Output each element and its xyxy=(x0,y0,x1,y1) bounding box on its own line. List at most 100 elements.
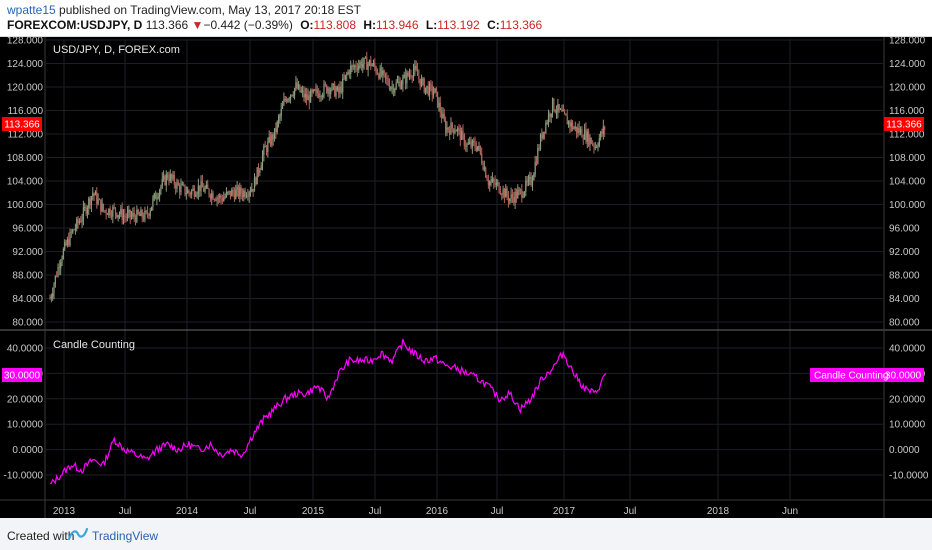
price-candle-body xyxy=(231,189,233,197)
price-candle-body xyxy=(571,122,574,130)
price-candle-body xyxy=(537,148,539,164)
created-with-text: Created with xyxy=(7,529,75,543)
price-candle-body xyxy=(502,189,504,195)
price-candle-body xyxy=(189,193,191,195)
price-candle-body xyxy=(205,184,207,189)
time-tick-label: 2014 xyxy=(176,506,199,517)
price-candle-body xyxy=(122,215,125,220)
price-candle-body xyxy=(100,199,102,212)
price-candle-body xyxy=(283,99,285,106)
price-candle-body xyxy=(261,155,264,166)
price-candle-body xyxy=(142,217,145,220)
price-candle-body xyxy=(419,78,421,86)
price-candle-body xyxy=(249,191,252,193)
price-candle-body xyxy=(191,190,193,195)
price-candle-body xyxy=(561,109,563,112)
price-candle-body xyxy=(422,78,424,80)
price-candle-body xyxy=(113,207,115,209)
high-label: H: xyxy=(363,18,377,32)
price-candle-body xyxy=(66,239,68,246)
publish-line: wpatte15 published on TradingView.com, M… xyxy=(7,3,361,17)
price-candle-body xyxy=(80,221,82,223)
candle-counting-line[interactable] xyxy=(49,338,607,485)
price-candle-body xyxy=(527,178,530,183)
price-candle-body xyxy=(293,88,296,96)
price-axis-right[interactable]: 80.000 84.000 88.000 92.000 96.000 100.000 104… xyxy=(889,37,926,329)
time-tick-label: 2016 xyxy=(426,506,449,517)
price-candle-body xyxy=(81,219,83,222)
price-candle-body xyxy=(64,242,66,250)
price-candle-body xyxy=(277,118,280,122)
price-candle-body xyxy=(399,81,401,89)
chart-area[interactable]: 80.000 84.000 88.000 92.000 96.000 100.000 104… xyxy=(0,37,932,518)
indicator-pane-legend[interactable]: Candle Counting xyxy=(53,339,135,351)
price-candle-body xyxy=(344,74,346,79)
price-tick-left: 96.000 xyxy=(12,224,43,235)
time-tick-label: 2015 xyxy=(302,506,325,517)
price-candle-body xyxy=(232,189,234,193)
price-candle-body xyxy=(596,146,598,148)
price-candle-body xyxy=(551,98,554,114)
price-candles[interactable] xyxy=(49,51,606,303)
price-pane-legend[interactable]: USD/JPY, D, FOREX.com xyxy=(53,44,180,56)
price-candle-body xyxy=(601,131,603,135)
price-candle-body xyxy=(257,167,260,173)
price-candle-body xyxy=(431,85,433,95)
price-candle-body xyxy=(50,296,52,299)
price-candle-body xyxy=(458,128,460,129)
price-tick-left: 120.000 xyxy=(7,83,44,94)
price-candle-body xyxy=(346,74,348,76)
tradingview-brand-link[interactable]: TradingView xyxy=(92,529,159,543)
price-candle-body xyxy=(368,60,371,64)
time-tick-label: Jul xyxy=(624,506,637,517)
author-link[interactable]: wpatte15 xyxy=(7,3,56,17)
price-candle-body xyxy=(509,198,511,202)
price-candle-body xyxy=(449,129,451,135)
price-candle-body xyxy=(52,293,54,297)
price-candle-body xyxy=(62,249,64,259)
time-axis[interactable]: 2013 Jul 2014 Jul 2015 Jul 2016 Jul 2017 Jul 2018 J… xyxy=(53,506,798,517)
price-candle-body xyxy=(338,86,340,93)
price-candle-body xyxy=(110,215,113,217)
price-candle-body xyxy=(160,186,162,191)
price-candle-body xyxy=(566,115,568,125)
price-candle-body xyxy=(586,131,588,142)
chart-background xyxy=(0,37,932,518)
price-candle-body xyxy=(567,121,570,125)
price-candle-body xyxy=(53,284,55,294)
price-candle-body xyxy=(411,76,413,78)
price-candle-body xyxy=(443,113,445,121)
price-candle-body xyxy=(228,190,230,193)
price-candle-body xyxy=(539,134,542,149)
price-candle-body xyxy=(322,94,324,98)
price-candle-body xyxy=(217,197,220,199)
price-candle-body xyxy=(406,72,408,84)
price-tick-left: 100.000 xyxy=(7,200,44,211)
price-tick-left: 128.000 xyxy=(7,37,44,47)
price-candle-body xyxy=(311,90,313,93)
price-candle-body xyxy=(494,181,496,186)
price-candle-body xyxy=(575,126,578,133)
price-candle-body xyxy=(518,189,520,191)
price-candle-body xyxy=(193,188,195,197)
price-candle-body xyxy=(382,70,384,76)
price-candle-body xyxy=(96,192,98,204)
tradingview-logo-icon[interactable] xyxy=(68,527,88,541)
price-candle-body xyxy=(497,182,499,184)
price-candle-body xyxy=(495,182,498,186)
price-tick-right: 104.000 xyxy=(889,177,926,188)
price-candle-body xyxy=(284,99,286,100)
price-candle-body xyxy=(432,93,435,95)
chart-svg[interactable]: 80.000 84.000 88.000 92.000 96.000 100.000 104… xyxy=(0,37,932,518)
price-candle-body xyxy=(203,187,205,192)
time-tick-label: 2017 xyxy=(553,506,576,517)
price-candle-body xyxy=(158,190,161,197)
price-candle-body xyxy=(140,210,142,216)
price-axis-left[interactable]: 80.000 84.000 88.000 92.000 96.000 100.000 104… xyxy=(7,37,44,329)
price-candle-body xyxy=(92,193,94,197)
price-candle-body xyxy=(489,181,491,186)
price-candle-body xyxy=(430,83,432,86)
price-candle-body xyxy=(589,137,591,145)
price-tick-right: 96.000 xyxy=(889,224,920,235)
price-candle-body xyxy=(157,196,159,198)
